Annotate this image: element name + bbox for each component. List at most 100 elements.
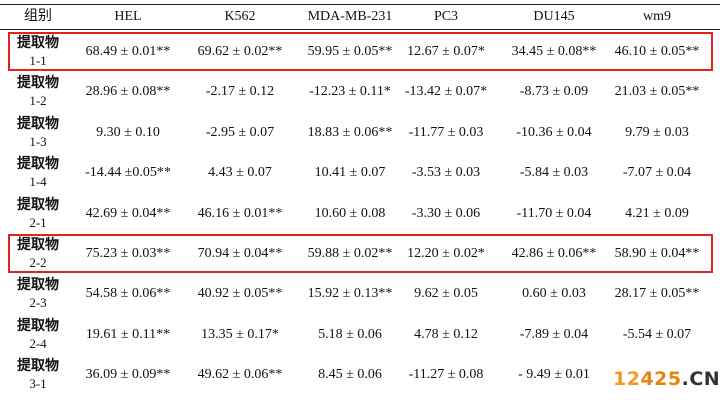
table-row: 提取物 1-4 -14.44 ±0.05** 4.43 ± 0.07 10.41 ± 0… — [0, 153, 720, 193]
table-cell: -5.84 ± 0.03 — [519, 165, 589, 181]
row-label-id: 1-1 — [29, 53, 47, 68]
header-rule — [0, 29, 720, 30]
table-cell: 5.18 ± 0.06 — [318, 326, 382, 342]
table-cell: -13.42 ± 0.07* — [404, 84, 488, 100]
table-row: 提取物 1-3 9.30 ± 0.10 -2.95 ± 0.07 18.83 ± 0.0… — [0, 113, 720, 153]
row-label-text: 提取物 — [17, 75, 59, 92]
table-cell: -10.36 ± 0.04 — [516, 124, 592, 140]
group-header: 组别 — [24, 9, 52, 24]
table-cell: 36.09 ± 0.09** — [85, 367, 171, 383]
table-cell: 0.60 ± 0.03 — [522, 286, 586, 302]
column-header-du145: DU145 — [533, 9, 575, 24]
table-row: 提取物 2-2 75.23 ± 0.03** 70.94 ± 0.04** 59.88 … — [0, 234, 720, 274]
table-cell: 28.96 ± 0.08** — [85, 84, 171, 100]
column-header-hel: HEL — [114, 9, 142, 24]
row-label-text: 提取物 — [17, 358, 59, 375]
table-cell: 46.16 ± 0.01** — [197, 205, 283, 221]
table-row: 提取物 1-2 28.96 ± 0.08** -2.17 ± 0.12 -12.23 ±… — [0, 72, 720, 112]
row-label: 提取物 2-2 — [6, 236, 70, 271]
table-row: 提取物 1-1 68.49 ± 0.01** 69.62 ± 0.02** 59.95 … — [0, 32, 720, 72]
table-row: 提取物 3-1 36.09 ± 0.09** 49.62 ± 0.06** 8.45 ±… — [0, 355, 720, 395]
table-cell: 21.03 ± 0.05** — [614, 84, 700, 100]
row-label-text: 提取物 — [17, 277, 59, 294]
table-header-row: 组别 HEL K562 MDA-MB-231 PC3 DU145 wm9 — [0, 6, 720, 28]
watermark-logo: 12425.CN — [613, 368, 720, 390]
table-cell: -11.77 ± 0.03 — [408, 124, 484, 140]
table-cell: 8.45 ± 0.06 — [318, 367, 382, 383]
row-label: 提取物 1-3 — [6, 115, 70, 150]
table-row: 提取物 2-4 19.61 ± 0.11** 13.35 ± 0.17* 5.18 ± … — [0, 315, 720, 355]
table-cell: 42.86 ± 0.06** — [511, 246, 597, 261]
table-cell: 34.45 ± 0.08** — [511, 44, 597, 59]
row-label: 提取物 2-1 — [6, 196, 70, 231]
table-cell: 10.41 ± 0.07 — [314, 165, 386, 181]
table-cell: -11.27 ± 0.08 — [408, 367, 484, 383]
table-cell: 18.83 ± 0.06** — [307, 124, 393, 140]
row-label-text: 提取物 — [17, 35, 59, 51]
row-label-id: 2-2 — [29, 255, 47, 270]
table-cell: 54.58 ± 0.06** — [85, 286, 171, 302]
table-cell: 12.20 ± 0.02* — [407, 246, 485, 261]
table-cell: -2.95 ± 0.07 — [205, 124, 275, 140]
table-cell: 46.10 ± 0.05** — [614, 44, 700, 59]
column-header-k562: K562 — [224, 9, 256, 24]
table-cell: -7.89 ± 0.04 — [519, 326, 589, 342]
row-label-id: 3-1 — [29, 376, 47, 392]
table-cell: -14.44 ±0.05** — [85, 165, 171, 181]
table-cell: 70.94 ± 0.04** — [197, 246, 283, 261]
row-label-id: 1-4 — [29, 174, 47, 190]
table-cell: 19.61 ± 0.11** — [85, 326, 171, 342]
row-label-id: 2-4 — [29, 335, 47, 351]
table-cell: -8.73 ± 0.09 — [519, 84, 589, 100]
table-cell: 4.43 ± 0.07 — [208, 165, 272, 181]
column-header-mda-mb-231: MDA-MB-231 — [307, 9, 393, 24]
table-cell: 28.17 ± 0.05** — [614, 286, 700, 302]
table-cell: 59.95 ± 0.05** — [307, 44, 393, 59]
row-label-text: 提取物 — [17, 196, 59, 213]
table-cell: 40.92 ± 0.05** — [197, 286, 283, 302]
row-label-text: 提取物 — [17, 156, 59, 173]
row-label-id: 2-3 — [29, 295, 47, 311]
table-cell: -11.70 ± 0.04 — [516, 205, 592, 221]
row-label-text: 提取物 — [17, 237, 59, 253]
table-cell: 68.49 ± 0.01** — [85, 44, 171, 59]
table-cell: 9.30 ± 0.10 — [96, 124, 160, 140]
table-cell: 58.90 ± 0.04** — [614, 246, 700, 261]
table-cell: 12.67 ± 0.07* — [407, 44, 485, 59]
row-label: 提取物 1-4 — [6, 155, 70, 190]
row-label-id: 1-2 — [29, 93, 47, 109]
table-cell: 75.23 ± 0.03** — [85, 246, 171, 261]
table-cell: 9.62 ± 0.05 — [414, 286, 478, 302]
table-cell: 15.92 ± 0.13** — [307, 286, 393, 302]
table-cell: 4.21 ± 0.09 — [625, 205, 689, 221]
row-label: 提取物 1-2 — [6, 74, 70, 109]
row-label: 提取物 2-3 — [6, 276, 70, 311]
row-label-id: 1-3 — [29, 133, 47, 149]
table-cell: -3.30 ± 0.06 — [411, 205, 481, 221]
row-label-text: 提取物 — [17, 317, 59, 334]
table-cell: - 9.49 ± 0.01 — [518, 367, 590, 383]
column-header-pc3: PC3 — [433, 9, 459, 24]
table-cell: 49.62 ± 0.06** — [197, 367, 283, 383]
table-top-rule — [0, 4, 720, 5]
table-cell: 10.60 ± 0.08 — [314, 205, 386, 221]
highlight-box-2-2 — [8, 234, 713, 273]
highlight-box-1-1 — [8, 32, 713, 71]
table-cell: 42.69 ± 0.04** — [85, 205, 171, 221]
table-cell: -12.23 ± 0.11* — [309, 84, 391, 100]
table-cell: -2.17 ± 0.12 — [205, 84, 275, 100]
table-cell: 9.79 ± 0.03 — [625, 124, 689, 140]
table-cell: -5.54 ± 0.07 — [622, 326, 692, 342]
table-cell: -3.53 ± 0.03 — [411, 165, 481, 181]
table-cell: 13.35 ± 0.17* — [201, 326, 279, 342]
table-cell: 69.62 ± 0.02** — [197, 44, 283, 59]
table-row: 提取物 2-3 54.58 ± 0.06** 40.92 ± 0.05** 15.92 … — [0, 274, 720, 314]
row-label: 提取物 3-1 — [6, 357, 70, 392]
row-label: 提取物 1-1 — [6, 34, 70, 69]
table-cell: 4.78 ± 0.12 — [414, 326, 478, 342]
row-label-text: 提取物 — [17, 115, 59, 132]
table-row: 提取物 2-1 42.69 ± 0.04** 46.16 ± 0.01** 10.60 … — [0, 194, 720, 234]
table-cell: -7.07 ± 0.04 — [622, 165, 692, 181]
row-label: 提取物 2-4 — [6, 317, 70, 352]
